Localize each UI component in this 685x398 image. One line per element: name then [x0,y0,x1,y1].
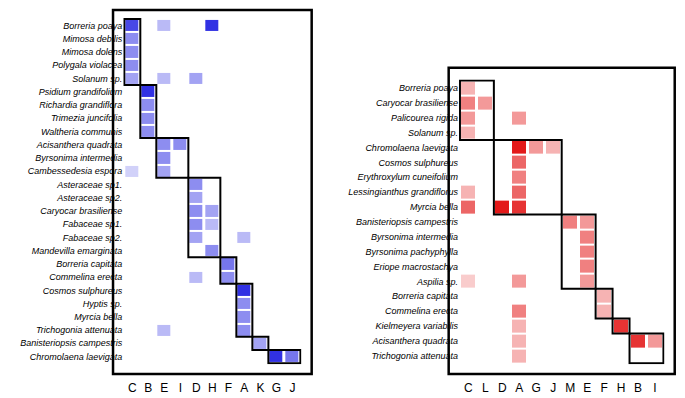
svg-text:Hyptis sp.: Hyptis sp. [83,299,123,309]
svg-text:Psidium grandifolium: Psidium grandifolium [39,87,123,97]
svg-text:Chromolaena laevigata: Chromolaena laevigata [30,352,123,362]
svg-text:Commelina erecta: Commelina erecta [49,272,122,282]
svg-text:Caryocar brasiliense: Caryocar brasiliense [376,98,458,108]
svg-text:K: K [256,381,264,395]
svg-text:Borreria capitata: Borreria capitata [56,259,122,269]
svg-text:Banisteriopsis campestris: Banisteriopsis campestris [20,338,123,348]
svg-text:Palicourea rigida: Palicourea rigida [391,113,458,123]
svg-text:L: L [482,381,489,395]
svg-text:Fabaceae sp1.: Fabaceae sp1. [63,219,123,229]
svg-text:Acisanthera quadrata: Acisanthera quadrata [36,140,123,150]
svg-text:Kielmeyera variabilis: Kielmeyera variabilis [375,321,458,331]
svg-text:Trichogonia attenuata: Trichogonia attenuata [372,351,458,361]
svg-text:Richardia grandiflora: Richardia grandiflora [39,100,122,110]
svg-text:Polygala violacea: Polygala violacea [52,60,122,70]
svg-text:Myrcia bella: Myrcia bella [410,202,458,212]
svg-text:H: H [208,381,217,395]
svg-text:Trichogonia attenuata: Trichogonia attenuata [36,325,122,335]
svg-text:Solanum sp.: Solanum sp. [72,74,122,84]
svg-text:Asteraceae sp1.: Asteraceae sp1. [56,180,122,190]
svg-text:E: E [160,381,168,395]
svg-text:F: F [225,381,232,395]
svg-text:Byrsonima intermedia: Byrsonima intermedia [371,232,458,242]
svg-text:Mimosa dolens: Mimosa dolens [62,47,123,57]
svg-text:M: M [565,381,575,395]
svg-text:Commelina erecta: Commelina erecta [385,306,458,316]
svg-text:A: A [240,381,248,395]
svg-text:C: C [128,381,137,395]
svg-text:F: F [600,381,607,395]
svg-text:Byrsonima intermedia: Byrsonima intermedia [35,153,122,163]
svg-text:Byrsonima pachyphylla: Byrsonima pachyphylla [365,247,458,257]
svg-text:Fabaceae sp2.: Fabaceae sp2. [63,233,123,243]
svg-text:Acisanthera quadrata: Acisanthera quadrata [371,336,458,346]
svg-text:Borreria poaya: Borreria poaya [63,21,122,31]
svg-text:G: G [532,381,541,395]
svg-text:Chromolaena laevigata: Chromolaena laevigata [365,143,458,153]
svg-text:E: E [583,381,591,395]
svg-text:A: A [515,381,523,395]
svg-text:B: B [634,381,642,395]
svg-text:Asteraceae sp2.: Asteraceae sp2. [56,193,122,203]
svg-text:Erythroxylum cuneifolium: Erythroxylum cuneifolium [357,172,458,182]
svg-text:G: G [272,381,281,395]
svg-text:C: C [464,381,473,395]
svg-text:Cosmos sulphureus: Cosmos sulphureus [378,158,458,168]
svg-text:Myrcia bella: Myrcia bella [74,312,122,322]
svg-text:Mimosa debilis: Mimosa debilis [63,34,123,44]
svg-text:Mandevilla emarginata: Mandevilla emarginata [32,246,123,256]
svg-text:B: B [144,381,152,395]
svg-text:H: H [617,381,626,395]
svg-text:Waltheria communis: Waltheria communis [41,127,123,137]
svg-text:I: I [179,381,182,395]
svg-text:Aspilia sp.: Aspilia sp. [416,277,458,287]
svg-text:Borreria poaya: Borreria poaya [399,83,458,93]
svg-text:Cambessedesia espora: Cambessedesia espora [28,166,123,176]
svg-text:Borreria capitata: Borreria capitata [392,291,458,301]
svg-text:Trimezia juncifolia: Trimezia juncifolia [51,113,122,123]
svg-text:Eriope macrostachya: Eriope macrostachya [373,262,458,272]
svg-text:I: I [653,381,656,395]
svg-text:J: J [550,381,556,395]
svg-text:D: D [498,381,507,395]
svg-text:J: J [289,381,295,395]
svg-text:Solanum sp.: Solanum sp. [408,128,458,138]
svg-text:Banisteriopsis campestris: Banisteriopsis campestris [356,217,459,227]
svg-text:D: D [192,381,201,395]
svg-text:Lessingianthus grandiflorus: Lessingianthus grandiflorus [348,187,458,197]
svg-text:Caryocar brasiliense: Caryocar brasiliense [40,206,122,216]
svg-text:Cosmos sulphureus: Cosmos sulphureus [43,286,123,296]
